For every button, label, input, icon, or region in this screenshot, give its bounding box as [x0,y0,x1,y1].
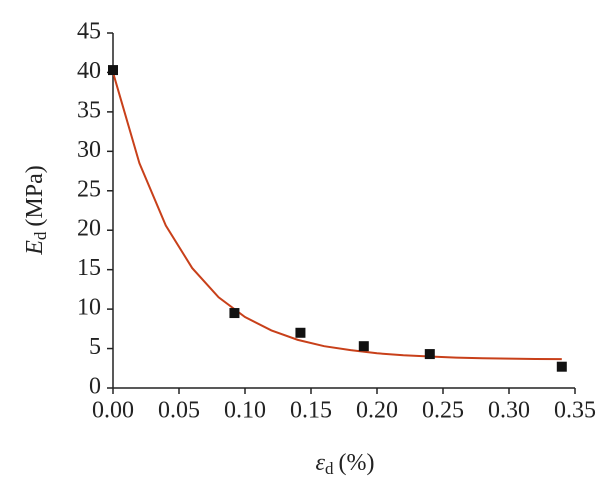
y-tick-label: 0 [89,374,101,400]
x-tick-label: 0.35 [554,398,596,424]
x-label-unit: (%) [338,450,374,476]
x-tick-label: 0.30 [488,398,530,424]
y-tick-label: 40 [77,58,101,84]
y-tick-label: 25 [77,176,101,202]
y-tick-label: 30 [77,137,101,163]
y-label-subscript: d [31,231,50,240]
x-tick-label: 0.05 [158,398,200,424]
x-tick-label: 0.00 [92,398,134,424]
data-point [229,308,240,319]
y-tick-label: 45 [77,19,101,45]
data-point [556,361,567,372]
x-tick-label: 0.25 [422,398,464,424]
y-tick-label: 20 [77,216,101,242]
x-label-subscript: d [325,459,334,478]
fit-curve [112,72,562,361]
y-label-symbol: E [22,240,48,256]
x-tick-label: 0.20 [356,398,398,424]
y-tick-label: 5 [89,334,101,360]
y-label-unit: (MPa) [22,165,48,226]
y-tick-label: 35 [77,97,101,123]
data-point [108,65,118,76]
y-tick-label: 10 [77,295,101,321]
data-point [424,349,435,360]
data-point [358,341,369,352]
x-tick-label: 0.10 [224,398,266,424]
data-point [295,327,306,338]
x-label-symbol: ε [316,450,326,476]
x-axis-label: εd (%) [316,450,375,478]
y-axis-label: Ed (MPa) [22,165,50,256]
y-tick-label: 15 [77,255,101,281]
x-tick-label: 0.15 [290,398,332,424]
